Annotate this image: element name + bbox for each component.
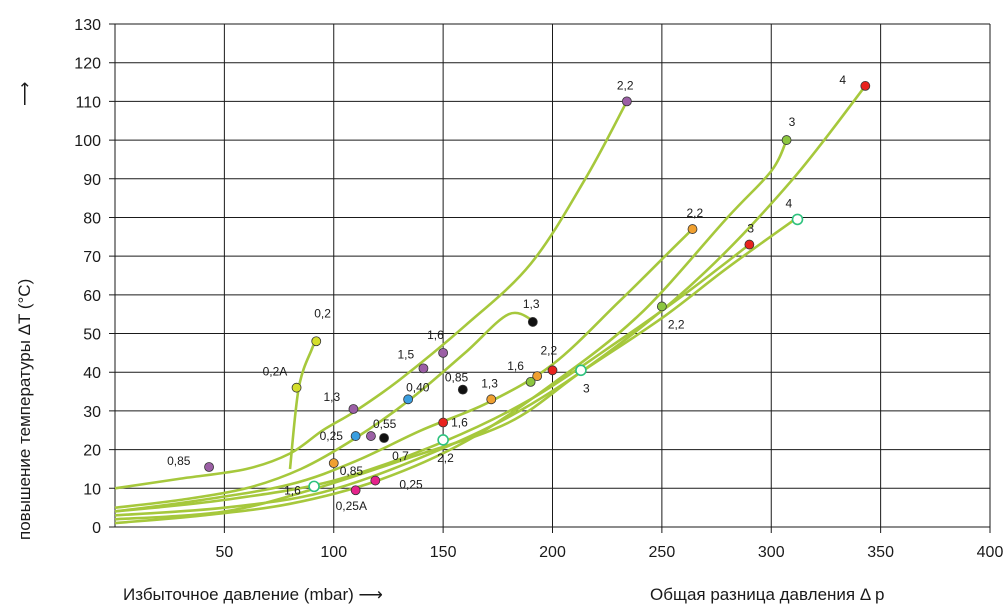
y-tick-label: 70 xyxy=(83,249,101,266)
x-tick-label: 200 xyxy=(539,544,566,561)
x-tick-label: 100 xyxy=(320,544,347,561)
data-point xyxy=(370,475,381,486)
y-tick-label: 10 xyxy=(83,481,101,498)
x-tick-label: 250 xyxy=(649,544,676,561)
y-tick-label: 50 xyxy=(83,327,101,344)
data-label: 0,85 xyxy=(167,454,191,468)
data-label: 1,6 xyxy=(284,483,301,497)
data-point xyxy=(781,135,792,145)
data-point xyxy=(532,371,543,382)
y-tick-label: 110 xyxy=(75,94,101,111)
data-label: 0,25 xyxy=(320,429,344,443)
data-label: 3 xyxy=(747,222,754,236)
data-label: 2,2 xyxy=(437,451,454,465)
data-label: 0,85 xyxy=(340,464,364,478)
data-label: 1,3 xyxy=(481,376,498,390)
data-point xyxy=(291,382,302,393)
data-label: 2,2 xyxy=(541,343,558,357)
data-point xyxy=(438,347,449,358)
x-axis-title: Избыточное давление (mbar) ⟶ xyxy=(123,585,383,604)
curve-line xyxy=(114,100,629,490)
data-point xyxy=(457,384,468,395)
data-point xyxy=(311,336,322,347)
data-label: 0,25A xyxy=(336,499,367,513)
x-axis-title-right: Общая разница давления Δ p xyxy=(650,585,884,604)
curve-line xyxy=(114,216,799,521)
data-point xyxy=(621,96,632,107)
data-label: 0,40 xyxy=(406,380,430,394)
y-tick-label: 90 xyxy=(83,172,101,189)
y-tick-label: 100 xyxy=(74,133,101,150)
data-label: 1,3 xyxy=(323,390,340,404)
data-point xyxy=(656,301,667,312)
data-point xyxy=(403,394,414,405)
x-tick-label: 150 xyxy=(430,544,457,561)
data-label: 4 xyxy=(839,73,846,87)
data-label: 1,6 xyxy=(451,416,468,430)
curve-line xyxy=(114,85,867,517)
data-label: 0,85 xyxy=(445,371,469,385)
data-label: 1,3 xyxy=(523,297,540,311)
curve-line xyxy=(114,139,788,525)
curve-line xyxy=(114,228,694,513)
tick-labels: 0 10 20 30 40 50 60 70 80 90 100 110 120 130 50 100 150 2… xyxy=(74,17,1003,561)
data-label: 0,2 xyxy=(314,306,331,320)
y-tick-label: 130 xyxy=(74,17,101,34)
data-point xyxy=(527,317,538,327)
data-label: 4 xyxy=(786,196,793,210)
data-label: 2,2 xyxy=(617,78,634,92)
data-point xyxy=(437,434,449,446)
curves xyxy=(114,85,867,525)
y-tick-label: 120 xyxy=(74,56,101,73)
data-point xyxy=(687,224,698,234)
grid xyxy=(109,23,991,533)
data-point xyxy=(418,363,429,374)
data-point xyxy=(379,433,389,443)
data-points: 0,85 0,2 0,2A 1,3 1,5 1,6 2,2 0,25 0,40 0,55 0,7 0,… xyxy=(167,73,871,513)
data-point xyxy=(348,404,359,414)
y-tick-label: 60 xyxy=(83,288,101,305)
x-tick-label: 350 xyxy=(867,544,894,561)
data-label: 0,7 xyxy=(392,449,409,463)
data-point xyxy=(366,431,376,441)
y-axis-title: повышение температуры ΔT (°C) xyxy=(15,279,34,540)
y-tick-label: 30 xyxy=(83,404,101,421)
data-label: 1,6 xyxy=(427,328,444,342)
x-tick-label: 300 xyxy=(758,544,785,561)
y-tick-label: 0 xyxy=(92,520,101,537)
y-tick-label: 40 xyxy=(83,365,101,382)
data-point xyxy=(438,417,449,428)
x-tick-label: 50 xyxy=(215,544,233,561)
data-point xyxy=(486,394,497,405)
data-label: 3 xyxy=(583,381,590,395)
data-label: 2,2 xyxy=(687,206,704,220)
data-point xyxy=(350,431,361,441)
y-tick-label: 20 xyxy=(83,443,101,460)
data-label: 2,2 xyxy=(668,317,685,331)
y-tick-label: 80 xyxy=(83,210,101,227)
data-point xyxy=(204,462,214,472)
data-point xyxy=(575,364,587,377)
data-point xyxy=(791,213,804,226)
x-tick-label: 400 xyxy=(977,544,1004,561)
data-label: 1,6 xyxy=(507,359,524,373)
data-point xyxy=(308,480,320,493)
y-axis-arrow: ⟶ xyxy=(15,82,34,106)
data-label: 1,5 xyxy=(397,347,414,361)
data-label: 0,2A xyxy=(263,365,288,379)
data-label: 3 xyxy=(789,115,796,129)
data-point xyxy=(525,377,536,387)
data-point xyxy=(328,458,339,469)
data-point xyxy=(860,81,871,91)
data-point xyxy=(547,365,558,376)
data-point xyxy=(350,485,361,496)
data-point xyxy=(744,239,755,250)
data-label: 0,55 xyxy=(373,417,397,431)
data-label: 0,25 xyxy=(399,478,423,492)
